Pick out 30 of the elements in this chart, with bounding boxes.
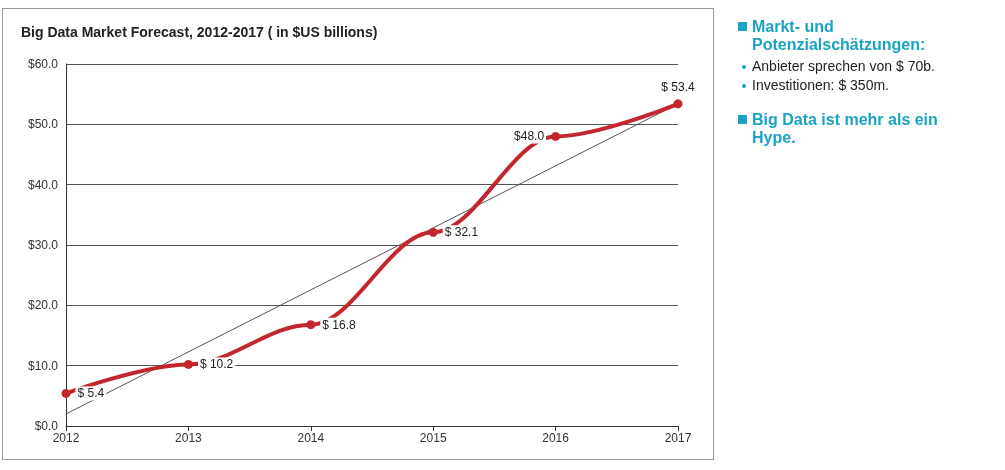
x-tick-label: 2017 <box>664 431 692 445</box>
y-tick-label: $40.0 <box>27 177 59 192</box>
point <box>428 227 438 237</box>
y-tick-label: $50.0 <box>27 117 59 132</box>
text: Investitionen: $ 350m. <box>752 77 889 93</box>
x-tick-label: 2015 <box>419 431 447 445</box>
x-tick-label: 2016 <box>542 431 570 445</box>
y-tick-label: $10.0 <box>27 358 59 373</box>
data-label: $ 16.8 <box>322 317 356 332</box>
y-tick-label: $30.0 <box>27 238 59 252</box>
point <box>183 359 193 369</box>
data-label: $ 5.4 <box>77 386 105 401</box>
data-label: $ 10.2 <box>199 357 234 372</box>
point <box>673 99 683 109</box>
text: Anbieter sprechen von $ 70b. <box>752 58 935 74</box>
point <box>551 131 561 141</box>
x-tick-label: 2012 <box>52 431 80 445</box>
point <box>306 320 316 330</box>
text: Markt- und Potenzialschätzungen: <box>752 18 926 53</box>
y-tick-label: $60.0 <box>27 57 59 71</box>
data-label: $ 53.4 <box>661 80 695 95</box>
chart-title: Big Data Market Forecast, 2012-2017 ( in $US billions) <box>21 24 378 40</box>
data-label: $ 32.1 <box>444 225 479 240</box>
x-tick-label: 2014 <box>297 431 325 445</box>
y-tick-label: $0.0 <box>34 419 59 433</box>
text: Big Data ist mehr als ein Hype. <box>752 111 938 146</box>
y-tick-label: $20.0 <box>27 298 59 313</box>
point <box>61 388 71 398</box>
data-label: $48.0 <box>514 129 545 144</box>
x-tick-label: 2013 <box>175 431 203 445</box>
